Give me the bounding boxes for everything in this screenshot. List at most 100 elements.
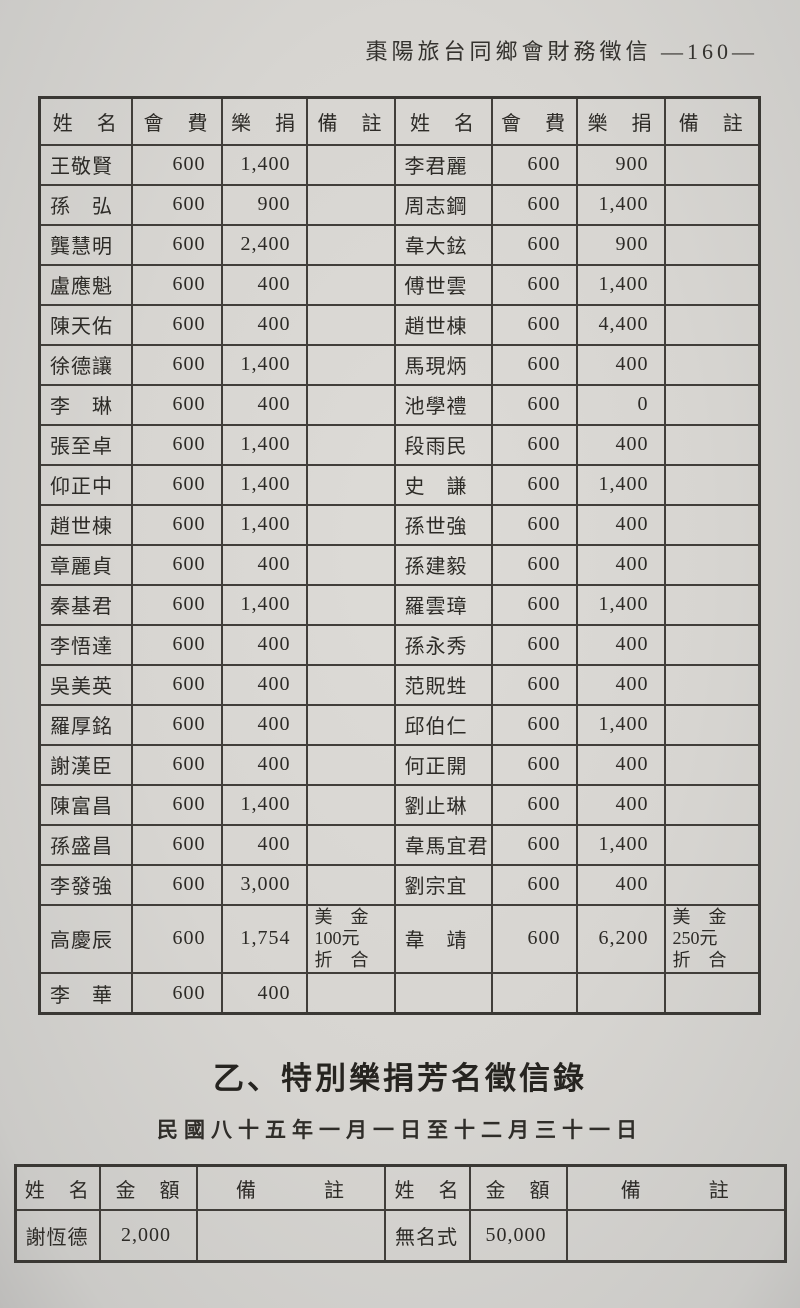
note-cell [305,703,396,746]
name-column-header: 姓 名 [393,96,493,146]
page-header: 棗陽旅台同鄉會財務徵信 —160— [365,39,758,64]
fee-cell: 600 [490,543,578,586]
fee-cell: 600 [490,703,578,746]
donation-cell: 400 [575,543,666,586]
note-cell [305,623,396,666]
donation-cell: 400 [220,623,308,666]
fee-cell: 600 [490,503,578,546]
fee-cell: 600 [490,583,578,626]
fee-cell: 600 [130,703,223,746]
note-cell [663,823,761,866]
name-cell: 范貺甡 [393,663,493,706]
donation-cell: 1,400 [575,463,666,506]
fee-cell: 600 [490,263,578,306]
note-cell [663,583,761,626]
name-cell: 陳天佑 [38,303,133,346]
donation-cell: 1,400 [220,343,308,386]
note-cell [305,303,396,346]
name-cell: 韋大鉉 [393,223,493,266]
donation-cell: 400 [220,303,308,346]
header-row: 姓 名 金 額 備 註 姓 名 金 額 備 註 [14,1164,786,1212]
donation-cell: 900 [220,183,308,226]
membership-fee-table: 姓 名 會 費 樂 捐 備 註 姓 名 會 費 樂 捐 備 註 王敬賢 600 1,… [38,96,761,1015]
donation-cell: 1,400 [575,583,666,626]
note-cell [196,1209,386,1263]
table-row: 吳美英 600 400 范貺甡 600 400 [38,663,761,706]
donation-cell: 400 [220,972,308,1015]
table-row: 羅厚銘 600 400 邱伯仁 600 1,400 [38,703,761,746]
fee-column-header: 會 費 [130,96,223,146]
name-cell: 李 琳 [38,383,133,426]
fee-cell: 600 [490,343,578,386]
name-cell: 李君麗 [393,143,493,186]
fee-cell: 600 [490,423,578,466]
name-cell: 李 華 [38,972,133,1015]
name-cell: 李悟達 [38,623,133,666]
donation-cell: 400 [220,743,308,786]
note-cell: 美 金 250元 折 合 [663,903,761,975]
note-cell [305,503,396,546]
name-cell: 馬現炳 [393,343,493,386]
note-cell [663,503,761,546]
donation-cell: 1,400 [575,183,666,226]
section-title: 乙、特別樂捐芳名徵信錄 [213,1060,587,1096]
note-column-header: 備 註 [566,1164,786,1212]
fee-cell: 600 [490,823,578,866]
fee-cell: 600 [130,863,223,906]
fee-cell: 600 [130,972,223,1015]
donation-cell: 3,000 [220,863,308,906]
note-cell [305,863,396,906]
table-row: 仰正中 600 1,400 史 謙 600 1,400 [38,463,761,506]
note-cell [305,823,396,866]
name-cell: 羅厚銘 [38,703,133,746]
membership-table-body: 王敬賢 600 1,400 李君麗 600 900 孫 弘 600 900 周志鋼 600 1,400… [38,143,761,1015]
fee-cell: 600 [130,783,223,826]
fee-cell: 600 [490,463,578,506]
name-cell: 謝恆德 [14,1209,101,1263]
note-cell [305,263,396,306]
donation-cell: 400 [575,743,666,786]
note-column-header: 備 註 [196,1164,386,1212]
note-cell [663,743,761,786]
name-cell: 王敬賢 [38,143,133,186]
amount-cell: 2,000 [99,1209,198,1263]
fee-cell: 600 [490,623,578,666]
name-cell: 孫世強 [393,503,493,546]
note-cell [663,463,761,506]
table-row: 秦基君 600 1,400 羅雲璋 600 1,400 [38,583,761,626]
table-row: 李 琳 600 400 池學禮 600 0 [38,383,761,426]
donation-cell: 400 [575,663,666,706]
name-cell: 孫 弘 [38,183,133,226]
name-cell: 韋馬宜君 [393,823,493,866]
note-column-header: 備 註 [305,96,396,146]
fee-cell: 600 [130,303,223,346]
note-cell [305,663,396,706]
fee-cell: 600 [130,823,223,866]
header-row: 姓 名 會 費 樂 捐 備 註 姓 名 會 費 樂 捐 備 註 [38,96,761,146]
note-cell [305,743,396,786]
amount-column-header: 金 額 [99,1164,198,1212]
donation-cell: 0 [575,383,666,426]
table-row: 謝漢臣 600 400 何正開 600 400 [38,743,761,786]
name-cell: 謝漢臣 [38,743,133,786]
note-cell [663,143,761,186]
donation-cell: 400 [575,863,666,906]
note-cell [663,423,761,466]
note-cell [663,303,761,346]
donation-column-header: 樂 捐 [220,96,308,146]
table-row: 孫盛昌 600 400 韋馬宜君 600 1,400 [38,823,761,866]
table-row: 李 華 600 400 [38,972,761,1015]
note-cell [305,143,396,186]
donation-cell: 400 [220,543,308,586]
special-table-header: 姓 名 金 額 備 註 姓 名 金 額 備 註 [14,1164,786,1212]
donation-cell: 1,400 [575,823,666,866]
note-cell [305,383,396,426]
fee-column-header: 會 費 [490,96,578,146]
table-row: 徐德讓 600 1,400 馬現炳 600 400 [38,343,761,386]
name-cell: 李發強 [38,863,133,906]
name-cell [393,972,493,1015]
donation-cell: 900 [575,223,666,266]
fee-cell: 600 [490,783,578,826]
donation-cell: 6,200 [575,903,666,975]
